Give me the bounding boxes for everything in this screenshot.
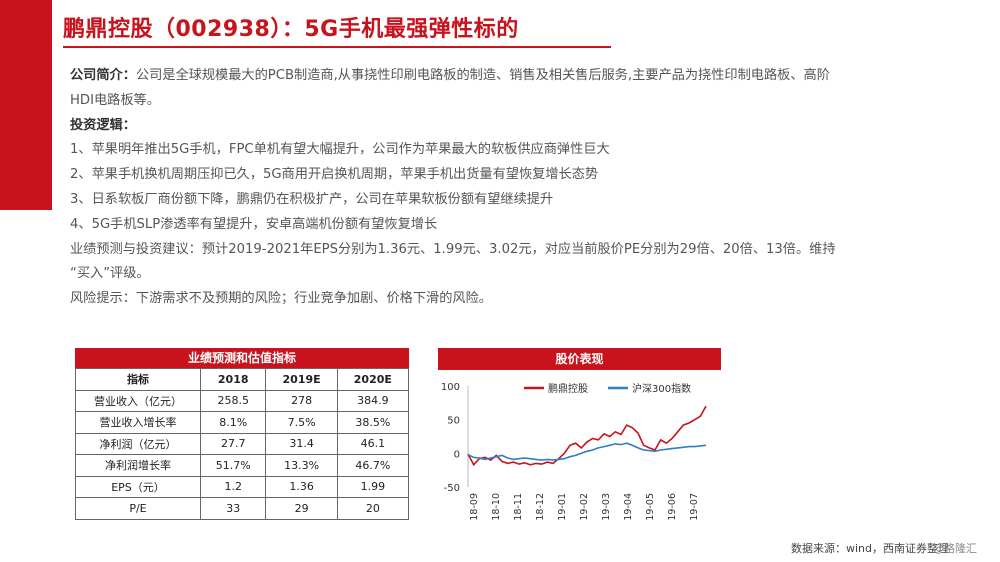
logic-point-1: 1、苹果明年推出5G手机，FPC单机有望大幅提升，公司作为苹果最大的软板供应商弹… — [70, 142, 610, 158]
legend-label: 沪深300指数 — [632, 382, 691, 395]
table-cell: 1.2 — [199, 475, 267, 498]
x-tick-label: 18-10 — [491, 493, 502, 521]
table-cell: 38.5% — [336, 411, 410, 434]
table-cell: 净利润（亿元） — [75, 432, 201, 455]
table-cell: 384.9 — [336, 389, 410, 412]
table-cell: 46.1 — [336, 432, 410, 455]
risk-text: 风险提示：下游需求不及预期的风险；行业竞争加剧、价格下滑的风险。 — [70, 291, 492, 307]
table-row: 净利润增长率 51.7% 13.3% 46.7% — [75, 454, 410, 477]
table-cell: 13.3% — [265, 454, 338, 477]
table-row: 净利润（亿元） 27.7 31.4 46.1 — [75, 432, 410, 455]
table-cell: 27.7 — [199, 432, 267, 455]
table-row: 营业收入（亿元） 258.5 278 384.9 — [75, 389, 410, 412]
stock-price-chart: 100 50 0 -50 18-09 18-10 18-11 18-12 19-01 19-02 1… — [441, 382, 707, 521]
body-text: 公司简介：公司是全球规模最大的PCB制造商,从事挠性印刷电路板的制造、销售及相关… — [70, 64, 970, 312]
intro-text-2: HDI电路板等。 — [70, 92, 160, 108]
x-tick-label: 19-04 — [623, 493, 634, 521]
intro-text-1: 公司是全球规模最大的PCB制造商,从事挠性印刷电路板的制造、销售及相关售后服务,… — [135, 68, 830, 83]
watermark: @格隆汇 — [933, 542, 977, 555]
table-cell: 51.7% — [199, 454, 267, 477]
data-source: 数据来源：wind，西南证券整理 — [791, 542, 950, 555]
table-header-row: 指标 2018 2019E 2020E — [75, 368, 410, 391]
x-tick-label: 19-05 — [645, 493, 656, 521]
forecast-table-panel: 业绩预测和估值指标 指标 2018 2019E 2020E 营业收入（亿元） 2… — [75, 348, 410, 520]
y-tick-label: 50 — [447, 416, 460, 427]
accent-bar — [0, 0, 52, 210]
x-tick-label: 19-06 — [667, 493, 678, 521]
x-tick-label: 19-03 — [601, 493, 612, 521]
y-tick-label: -50 — [444, 483, 460, 494]
x-tick-label: 18-12 — [535, 493, 546, 521]
table-cell: 7.5% — [265, 411, 338, 434]
table-cell: 258.5 — [199, 389, 267, 412]
intro-label: 公司简介： — [70, 68, 136, 83]
table-cell: 1.36 — [265, 475, 338, 498]
table-row: P/E 33 29 20 — [75, 497, 410, 520]
intro-line-1: 公司简介：公司是全球规模最大的PCB制造商,从事挠性印刷电路板的制造、销售及相关… — [70, 64, 970, 89]
table-title: 业绩预测和估值指标 — [75, 348, 409, 368]
forecast-table: 指标 2018 2019E 2020E 营业收入（亿元） 258.5 278 3… — [75, 368, 410, 520]
logic-point-3: 3、日系软板厂商份额下降，鹏鼎仍在积极扩产，公司在苹果软板份额有望继续提升 — [70, 191, 554, 207]
table-cell: 46.7% — [336, 454, 410, 477]
legend-label: 鹏鼎控股 — [548, 382, 588, 395]
table-cell: 29 — [265, 497, 338, 520]
chart-title: 股价表现 — [438, 348, 721, 370]
series-line-0 — [467, 405, 707, 467]
x-tick-label: 18-11 — [513, 493, 524, 521]
table-row: EPS（元） 1.2 1.36 1.99 — [75, 475, 410, 498]
table-cell: P/E — [75, 497, 201, 520]
table-cell: 278 — [265, 389, 338, 412]
title-underline — [63, 46, 611, 48]
forecast-line-1: 业绩预测与投资建议：预计2019-2021年EPS分别为1.36元、1.99元、… — [70, 241, 836, 257]
table-cell: 20 — [336, 497, 410, 520]
table-header-cell: 2019E — [265, 368, 338, 391]
x-tick-label: 19-02 — [579, 493, 590, 521]
table-header-cell: 指标 — [75, 368, 201, 391]
table-cell: 营业收入（亿元） — [75, 389, 201, 412]
table-cell: 营业收入增长率 — [75, 411, 201, 434]
table-cell: 8.1% — [199, 411, 267, 434]
x-tick-label: 19-07 — [689, 493, 700, 521]
y-tick-label: 0 — [454, 449, 460, 460]
page-title: 鹏鼎控股（002938）：5G手机最强弹性标的 — [63, 17, 519, 42]
table-header-cell: 2020E — [336, 368, 410, 391]
table-header-cell: 2018 — [199, 368, 267, 391]
y-tick-label: 100 — [441, 382, 460, 393]
x-tick-label: 19-01 — [557, 493, 568, 521]
table-cell: EPS（元） — [75, 475, 201, 498]
logic-point-4: 4、5G手机SLP渗透率有望提升，安卓高端机份额有望恢复增长 — [70, 216, 438, 232]
series-line-1 — [467, 442, 707, 461]
table-cell: 1.99 — [336, 475, 410, 498]
table-cell: 33 — [199, 497, 267, 520]
table-row: 营业收入增长率 8.1% 7.5% 38.5% — [75, 411, 410, 434]
logic-point-2: 2、苹果手机换机周期压抑已久，5G商用开启换机周期，苹果手机出货量有望恢复增长态… — [70, 167, 599, 183]
forecast-line-2: “买入”评级。 — [70, 266, 150, 282]
x-tick-label: 18-09 — [469, 493, 480, 521]
table-cell: 31.4 — [265, 432, 338, 455]
logic-heading: 投资逻辑： — [70, 117, 136, 133]
table-cell: 净利润增长率 — [75, 454, 201, 477]
